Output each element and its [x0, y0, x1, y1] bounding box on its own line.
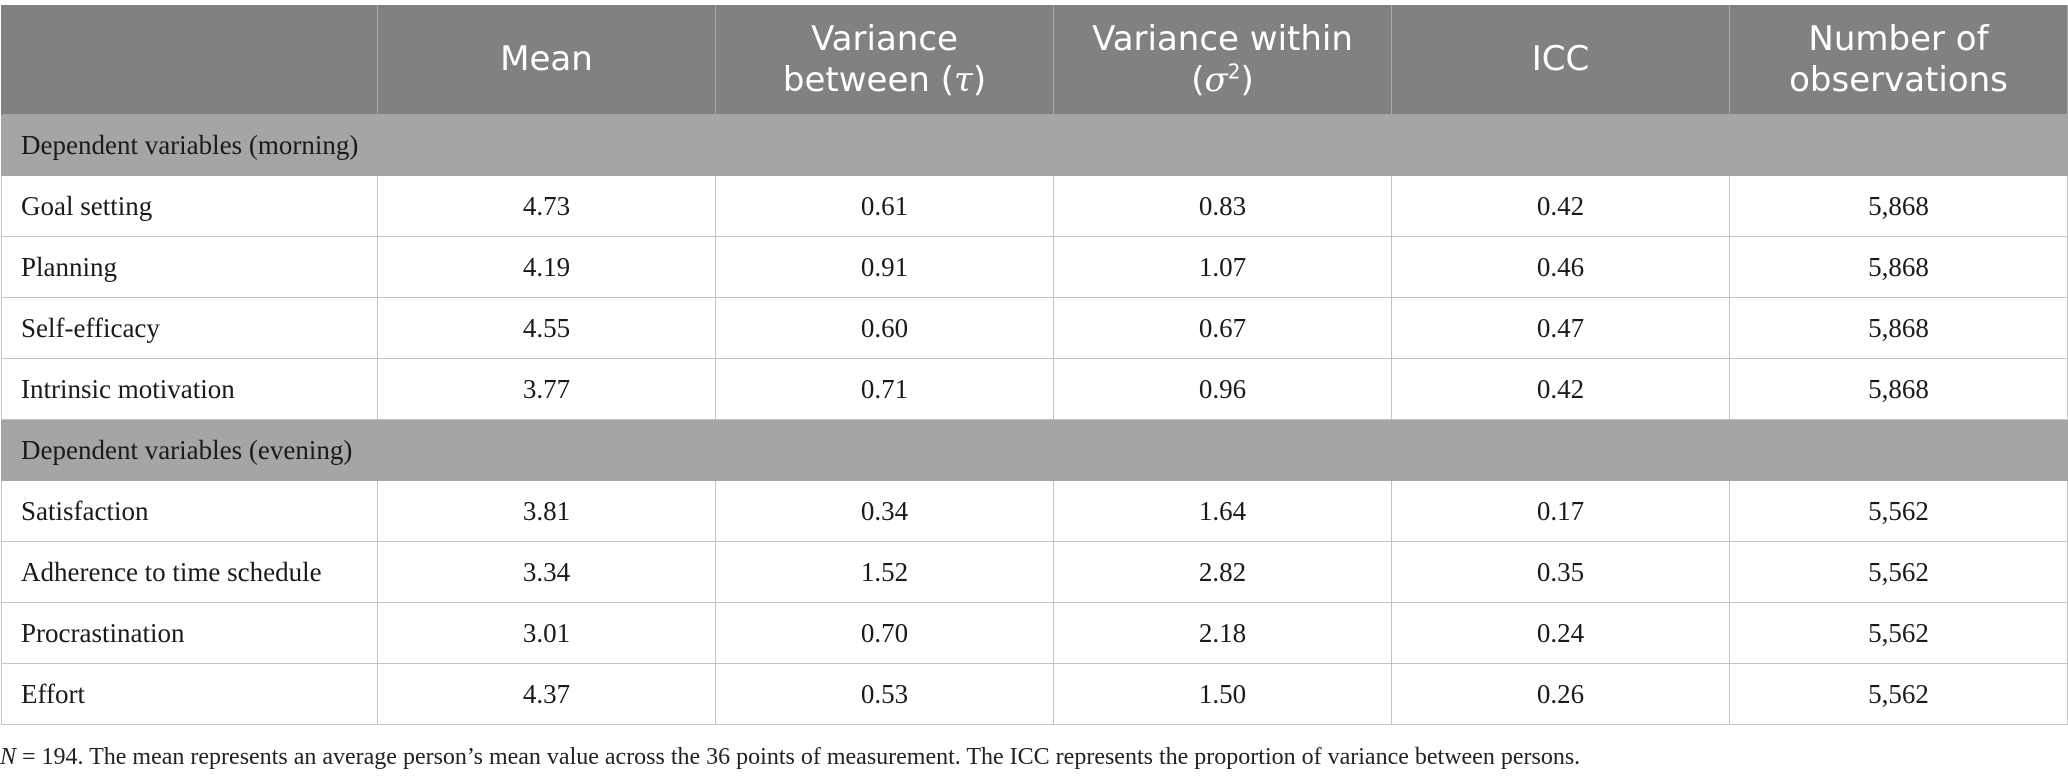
table-row: Satisfaction 3.81 0.34 1.64 0.17 5,562	[1, 480, 2068, 542]
row-label: Planning	[1, 236, 378, 298]
cell-variance-within: 2.18	[1053, 602, 1392, 664]
row-label: Procrastination	[1, 602, 378, 664]
cell-observations: 5,868	[1729, 358, 2068, 420]
cell-mean: 3.81	[377, 480, 716, 542]
header-observations-line2: observations	[1789, 59, 2008, 100]
table-row: Self-efficacy 4.55 0.60 0.67 0.47 5,868	[1, 297, 2068, 359]
header-variance-within-line1: Variance within	[1092, 18, 1353, 59]
header-empty-cell	[1, 5, 378, 115]
cell-variance-between: 0.91	[715, 236, 1054, 298]
cell-variance-between: 0.34	[715, 480, 1054, 542]
cell-mean: 3.34	[377, 541, 716, 603]
cell-icc: 0.24	[1391, 602, 1730, 664]
cell-observations: 5,868	[1729, 236, 2068, 298]
cell-observations: 5,562	[1729, 480, 2068, 542]
cell-mean: 4.55	[377, 297, 716, 359]
cell-observations: 5,868	[1729, 297, 2068, 359]
cell-mean: 4.19	[377, 236, 716, 298]
header-variance-within-open: (	[1191, 59, 1205, 100]
header-variance-within-close: )	[1240, 59, 1254, 100]
header-variance-between-line2: between (	[782, 59, 955, 100]
cell-variance-within: 1.50	[1053, 663, 1392, 725]
table-row: Adherence to time schedule 3.34 1.52 2.8…	[1, 541, 2068, 603]
section-row-morning: Dependent variables (morning)	[1, 114, 2068, 176]
table-row: Intrinsic motivation 3.77 0.71 0.96 0.42…	[1, 358, 2068, 420]
cell-variance-within: 1.07	[1053, 236, 1392, 298]
cell-icc: 0.47	[1391, 297, 1730, 359]
cell-variance-between: 1.52	[715, 541, 1054, 603]
table-footnote: N = 194. The mean represents an average …	[0, 744, 1580, 771]
row-label: Goal setting	[1, 175, 378, 237]
cell-icc: 0.26	[1391, 663, 1730, 725]
table-row: Goal setting 4.73 0.61 0.83 0.42 5,868	[1, 175, 2068, 237]
cell-observations: 5,562	[1729, 541, 2068, 603]
cell-variance-between: 0.70	[715, 602, 1054, 664]
cell-observations: 5,562	[1729, 602, 2068, 664]
header-mean: Mean	[377, 5, 716, 115]
cell-icc: 0.46	[1391, 236, 1730, 298]
sigma-symbol: σ	[1204, 59, 1228, 100]
table-row: Procrastination 3.01 0.70 2.18 0.24 5,56…	[1, 602, 2068, 664]
section-label-evening: Dependent variables (evening)	[1, 419, 2068, 481]
footnote-text: = 194. The mean represents an average pe…	[16, 744, 1581, 770]
cell-variance-within: 1.64	[1053, 480, 1392, 542]
cell-variance-within: 0.67	[1053, 297, 1392, 359]
cell-mean: 3.77	[377, 358, 716, 420]
cell-mean: 4.37	[377, 663, 716, 725]
header-variance-within: Variance within (σ2)	[1053, 5, 1392, 115]
cell-variance-between: 0.61	[715, 175, 1054, 237]
cell-variance-between: 0.71	[715, 358, 1054, 420]
header-observations: Number of observations	[1729, 5, 2068, 115]
cell-icc: 0.35	[1391, 541, 1730, 603]
cell-icc: 0.17	[1391, 480, 1730, 542]
table-container: Mean Variance between (τ) Variance withi…	[0, 5, 2068, 725]
header-variance-between-line1: Variance	[811, 18, 958, 59]
cell-variance-between: 0.53	[715, 663, 1054, 725]
row-label: Satisfaction	[1, 480, 378, 542]
cell-icc: 0.42	[1391, 175, 1730, 237]
footnote-n-symbol: N	[0, 744, 17, 770]
sigma-superscript: 2	[1227, 59, 1241, 84]
cell-mean: 3.01	[377, 602, 716, 664]
cell-variance-within: 0.96	[1053, 358, 1392, 420]
cell-observations: 5,562	[1729, 663, 2068, 725]
descriptive-statistics-table: Mean Variance between (τ) Variance withi…	[1, 5, 2068, 725]
cell-variance-within: 0.83	[1053, 175, 1392, 237]
table-header: Mean Variance between (τ) Variance withi…	[1, 5, 2068, 115]
row-label: Adherence to time schedule	[1, 541, 378, 603]
header-observations-line1: Number of	[1808, 18, 1989, 59]
row-label: Self-efficacy	[1, 297, 378, 359]
table-body: Dependent variables (morning) Goal setti…	[1, 114, 2068, 725]
header-row: Mean Variance between (τ) Variance withi…	[1, 5, 2068, 115]
header-variance-between-close: )	[972, 59, 987, 100]
header-variance-between: Variance between (τ)	[715, 5, 1054, 115]
cell-icc: 0.42	[1391, 358, 1730, 420]
tau-symbol: τ	[954, 59, 973, 100]
cell-variance-within: 2.82	[1053, 541, 1392, 603]
cell-mean: 4.73	[377, 175, 716, 237]
section-label-morning: Dependent variables (morning)	[1, 114, 2068, 176]
table-row: Planning 4.19 0.91 1.07 0.46 5,868	[1, 236, 2068, 298]
row-label: Effort	[1, 663, 378, 725]
header-icc: ICC	[1391, 5, 1730, 115]
table-row: Effort 4.37 0.53 1.50 0.26 5,562	[1, 663, 2068, 725]
cell-variance-between: 0.60	[715, 297, 1054, 359]
cell-observations: 5,868	[1729, 175, 2068, 237]
section-row-evening: Dependent variables (evening)	[1, 419, 2068, 481]
row-label: Intrinsic motivation	[1, 358, 378, 420]
